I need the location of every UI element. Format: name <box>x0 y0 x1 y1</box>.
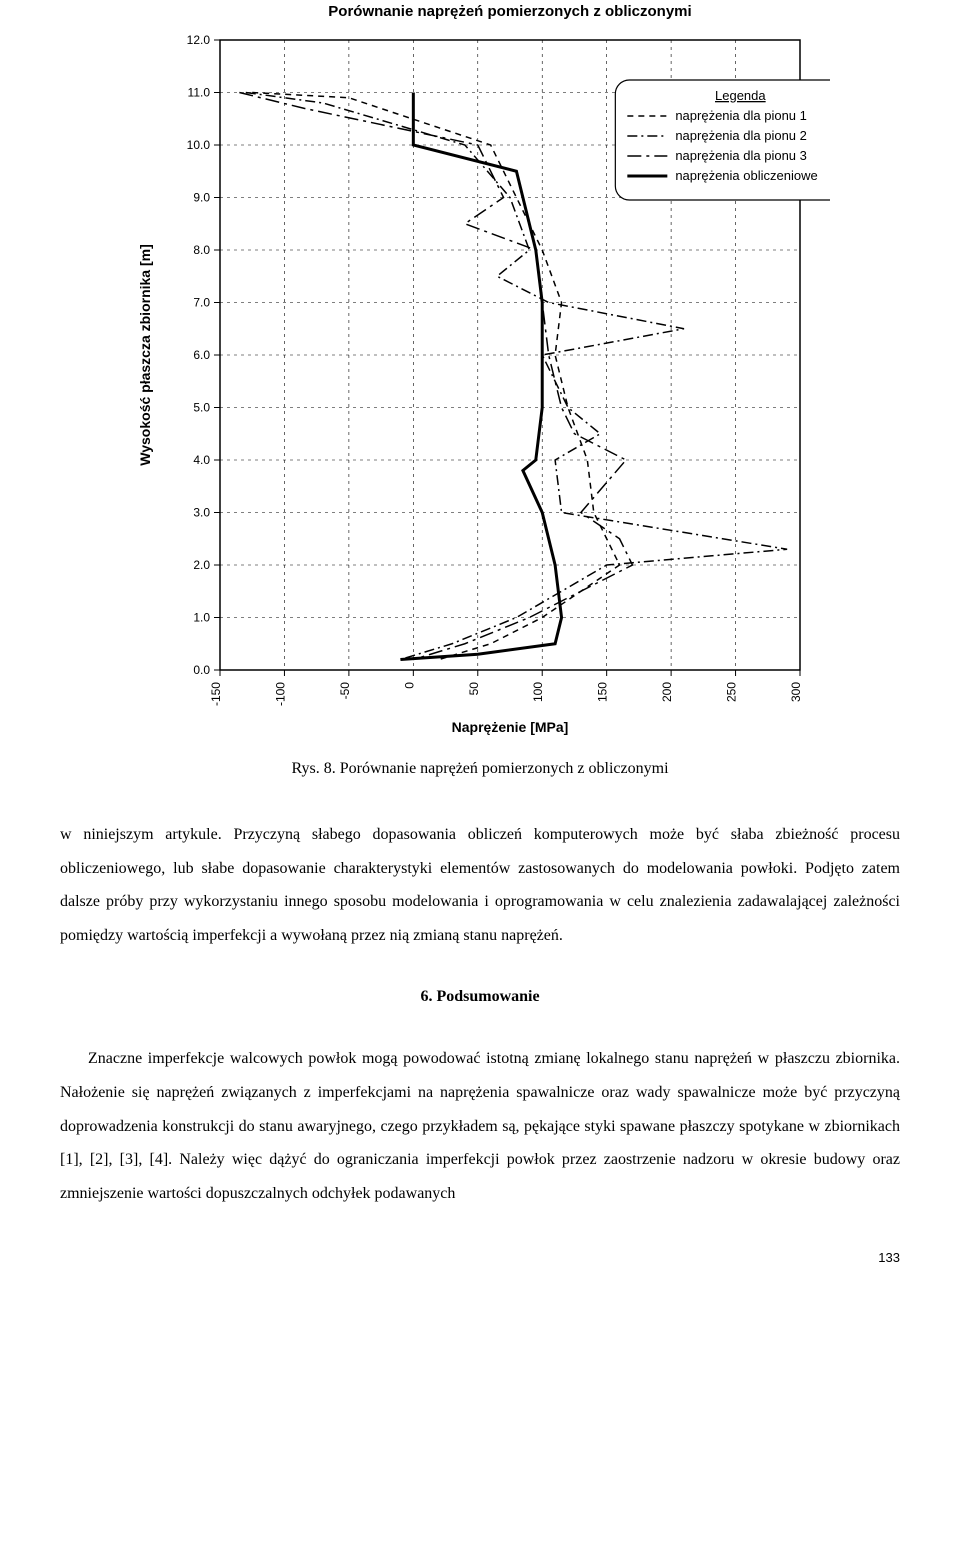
svg-text:Naprężenie [MPa]: Naprężenie [MPa] <box>452 719 569 735</box>
svg-text:Porównanie naprężeń pomierzony: Porównanie naprężeń pomierzonych z oblic… <box>328 3 691 20</box>
paragraph-1: w niniejszym artykule. Przyczyną słabego… <box>60 818 900 952</box>
svg-text:8.0: 8.0 <box>193 243 210 257</box>
svg-text:3.0: 3.0 <box>193 506 210 520</box>
svg-text:0.0: 0.0 <box>193 663 210 677</box>
svg-text:-50: -50 <box>338 682 352 700</box>
figure-caption: Rys. 8. Porównanie naprężeń pomierzonych… <box>60 760 900 778</box>
stress-comparison-chart: Porównanie naprężeń pomierzonych z oblic… <box>130 0 830 740</box>
svg-text:7.0: 7.0 <box>193 296 210 310</box>
svg-text:naprężenia dla pionu 3: naprężenia dla pionu 3 <box>675 148 807 163</box>
svg-text:250: 250 <box>725 682 739 702</box>
svg-text:150: 150 <box>596 682 610 702</box>
svg-text:200: 200 <box>660 682 674 702</box>
svg-text:10.0: 10.0 <box>187 138 211 152</box>
svg-text:2.0: 2.0 <box>193 558 210 572</box>
svg-text:6.0: 6.0 <box>193 348 210 362</box>
svg-text:Legenda: Legenda <box>715 88 766 103</box>
svg-text:5.0: 5.0 <box>193 401 210 415</box>
chart-figure: Porównanie naprężeń pomierzonych z oblic… <box>60 0 900 740</box>
svg-text:naprężenia dla pionu 1: naprężenia dla pionu 1 <box>675 108 807 123</box>
svg-text:4.0: 4.0 <box>193 453 210 467</box>
svg-text:Wysokość płaszcza zbiornika [m: Wysokość płaszcza zbiornika [m] <box>137 244 153 465</box>
svg-text:12.0: 12.0 <box>187 33 211 47</box>
section-heading: 6. Podsumowanie <box>60 988 900 1006</box>
svg-text:1.0: 1.0 <box>193 611 210 625</box>
svg-text:-150: -150 <box>209 682 223 706</box>
svg-text:naprężenia obliczeniowe: naprężenia obliczeniowe <box>675 168 817 183</box>
svg-text:-100: -100 <box>273 682 287 706</box>
svg-text:100: 100 <box>531 682 545 702</box>
paragraph-2: Znaczne imperfekcje walcowych powłok mog… <box>60 1042 900 1210</box>
svg-text:naprężenia dla pionu 2: naprężenia dla pionu 2 <box>675 128 807 143</box>
svg-text:9.0: 9.0 <box>193 191 210 205</box>
svg-text:50: 50 <box>467 682 481 696</box>
page-number: 133 <box>60 1250 900 1265</box>
svg-text:11.0: 11.0 <box>188 86 211 100</box>
svg-text:0: 0 <box>402 682 416 689</box>
svg-text:300: 300 <box>789 682 803 702</box>
